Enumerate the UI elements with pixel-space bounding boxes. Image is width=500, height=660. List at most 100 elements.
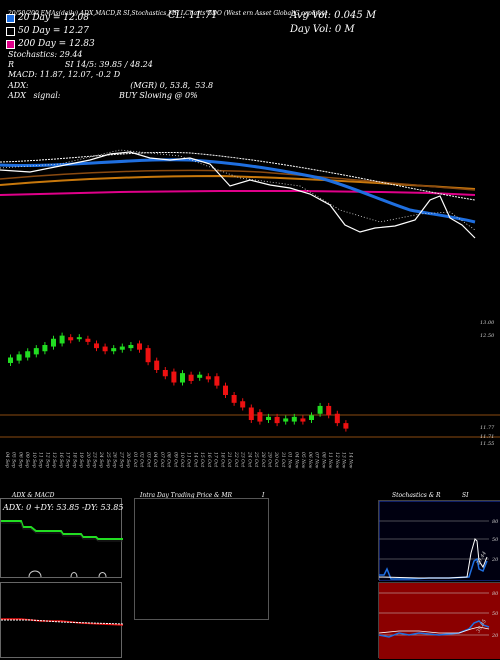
candle-body	[266, 416, 271, 420]
stochastics-title-suffix: SI	[462, 492, 469, 499]
date-tick-label: 25 Oct	[253, 451, 259, 467]
candlestick-group	[8, 332, 349, 432]
date-tick-label: 11 Nov	[327, 452, 333, 469]
price-axis-top: 13.00	[480, 320, 495, 326]
date-tick-label: 16 Oct	[206, 452, 212, 467]
date-tick-label: 03 Oct	[145, 452, 151, 467]
date-tick-label: 06 Sep	[17, 452, 23, 468]
candle-body	[137, 343, 142, 350]
date-tick-label: 07 Oct	[159, 452, 165, 467]
legend-ema200: 200 Day = 12.83	[6, 39, 95, 49]
candle-body	[214, 376, 220, 386]
date-tick-label: 10 Sep	[31, 452, 37, 468]
date-tick-label: 08 Oct	[166, 452, 172, 467]
date-tick-label: 10 Oct	[179, 452, 185, 467]
date-tick-label: 12 Sep	[44, 452, 50, 468]
candle-body	[223, 385, 228, 395]
candle-body	[231, 395, 237, 403]
date-axis-labels: 04 Sep 05 Sep 06 Sep 09 Sep 10 Sep 11 Sep 12 S…	[4, 451, 353, 469]
macd-lines	[1, 618, 123, 626]
candle-body	[128, 345, 134, 349]
candle-body	[248, 407, 254, 420]
date-tick-label: 17 Sep	[65, 452, 71, 468]
candle-body	[274, 416, 280, 424]
rsi-axis-20: 20	[491, 633, 499, 639]
legend-swatch-ema20	[6, 13, 15, 23]
date-tick-label: 28 Oct	[260, 451, 266, 467]
candle-body	[205, 376, 211, 380]
date-tick-label: 05 Sep	[11, 452, 17, 468]
date-tick-label: 23 Sep	[92, 451, 98, 468]
legend-ema50: 50 Day = 12.27	[6, 26, 89, 36]
legend-swatch-ema50	[6, 26, 15, 36]
rsi-stat: R SI 14/5: 39.85 / 48.24	[8, 60, 153, 69]
candle-body	[291, 416, 297, 422]
stoch-axis-50: 50	[492, 537, 499, 543]
price-line-dashed	[0, 149, 476, 231]
rsi-chart: 80 50 20 39.85	[379, 583, 500, 659]
candle-body	[334, 413, 340, 424]
date-tick-label: 22 Oct	[233, 451, 239, 467]
candle-body	[42, 345, 48, 352]
ema200-line	[0, 190, 476, 196]
date-tick-label: 14 Oct	[192, 452, 198, 467]
stochastics-stat: Stochastics: 29.44	[8, 50, 83, 59]
main-price-chart: 13.00 12.50 11.77 11.71 11.55 04 Sep 05 S…	[0, 149, 500, 469]
date-tick-label: 27 Sep	[118, 451, 124, 468]
brown-ema-line	[0, 169, 476, 191]
adx-lines	[1, 520, 123, 578]
date-tick-label: 21 Oct	[226, 451, 232, 467]
date-tick-label: 31 Oct	[280, 452, 286, 467]
candle-body	[111, 348, 117, 352]
candle-body	[145, 348, 151, 363]
legend-ema20: 20 Day = 12.08	[6, 13, 89, 23]
stochastics-panel: 80 50 20 29.44	[378, 500, 500, 581]
candle-body	[309, 415, 314, 420]
adx-green-line	[1, 520, 123, 540]
date-tick-label: 25 Sep	[105, 451, 111, 468]
legend-ema50-label: 50 Day = 12.27	[18, 26, 90, 36]
macd-panel	[0, 582, 123, 658]
stoch-axis-20: 20	[491, 557, 499, 563]
date-tick-label: 05 Nov	[300, 452, 306, 469]
date-tick-label: 16 Sep	[58, 452, 64, 468]
candle-body	[300, 418, 306, 422]
candle-body	[102, 346, 108, 352]
date-tick-label: 09 Sep	[24, 452, 30, 468]
day-volume-label: Day Vol: 0 M	[290, 24, 355, 35]
rsi-axis-50: 50	[492, 611, 499, 617]
candle-body	[180, 373, 185, 383]
candle-body	[33, 348, 39, 355]
intraday-panel	[134, 498, 269, 620]
candle-body	[154, 360, 160, 370]
ema20-line	[0, 158, 476, 224]
adx-panel: ADX: 0 +DY: 53.85 -DY: 53.85	[0, 498, 124, 578]
adx-black-line	[1, 522, 123, 542]
date-tick-label: 19 Sep	[78, 452, 84, 468]
price-axis-low2: 11.71	[480, 434, 494, 440]
intraday-title-suffix: I	[262, 492, 265, 499]
date-tick-label: 18 Oct	[219, 452, 225, 467]
date-tick-label: 26 Sep	[112, 451, 118, 468]
date-tick-label: 04 Oct	[152, 452, 158, 467]
date-tick-label: 12 Nov	[334, 452, 340, 469]
price-axis-low1: 11.77	[480, 425, 495, 431]
legend-ema20-label: 20 Day = 12.08	[18, 13, 90, 23]
intraday-title: Intra Day Trading Price & MR	[140, 492, 233, 499]
candle-body	[59, 335, 65, 344]
candle-body	[283, 418, 289, 422]
rsi-axis-80: 80	[492, 591, 499, 597]
stoch-axis-80: 80	[492, 519, 499, 525]
ema50-line	[0, 151, 476, 201]
candle-body	[16, 354, 22, 361]
date-tick-label: 04 Sep	[4, 452, 10, 468]
candle-body	[257, 412, 263, 422]
candle-body	[85, 338, 91, 342]
date-tick-label: 08 Nov	[320, 452, 326, 469]
date-tick-label: 01 Oct	[132, 452, 138, 467]
date-tick-label: 20 Sep	[85, 451, 91, 468]
candle-body	[51, 338, 56, 347]
adx-values-text: ADX: 0 +DY: 53.85 -DY: 53.85	[3, 503, 124, 512]
date-tick-label: 23 Oct	[240, 451, 246, 467]
date-tick-label: 06 Nov	[307, 452, 313, 469]
